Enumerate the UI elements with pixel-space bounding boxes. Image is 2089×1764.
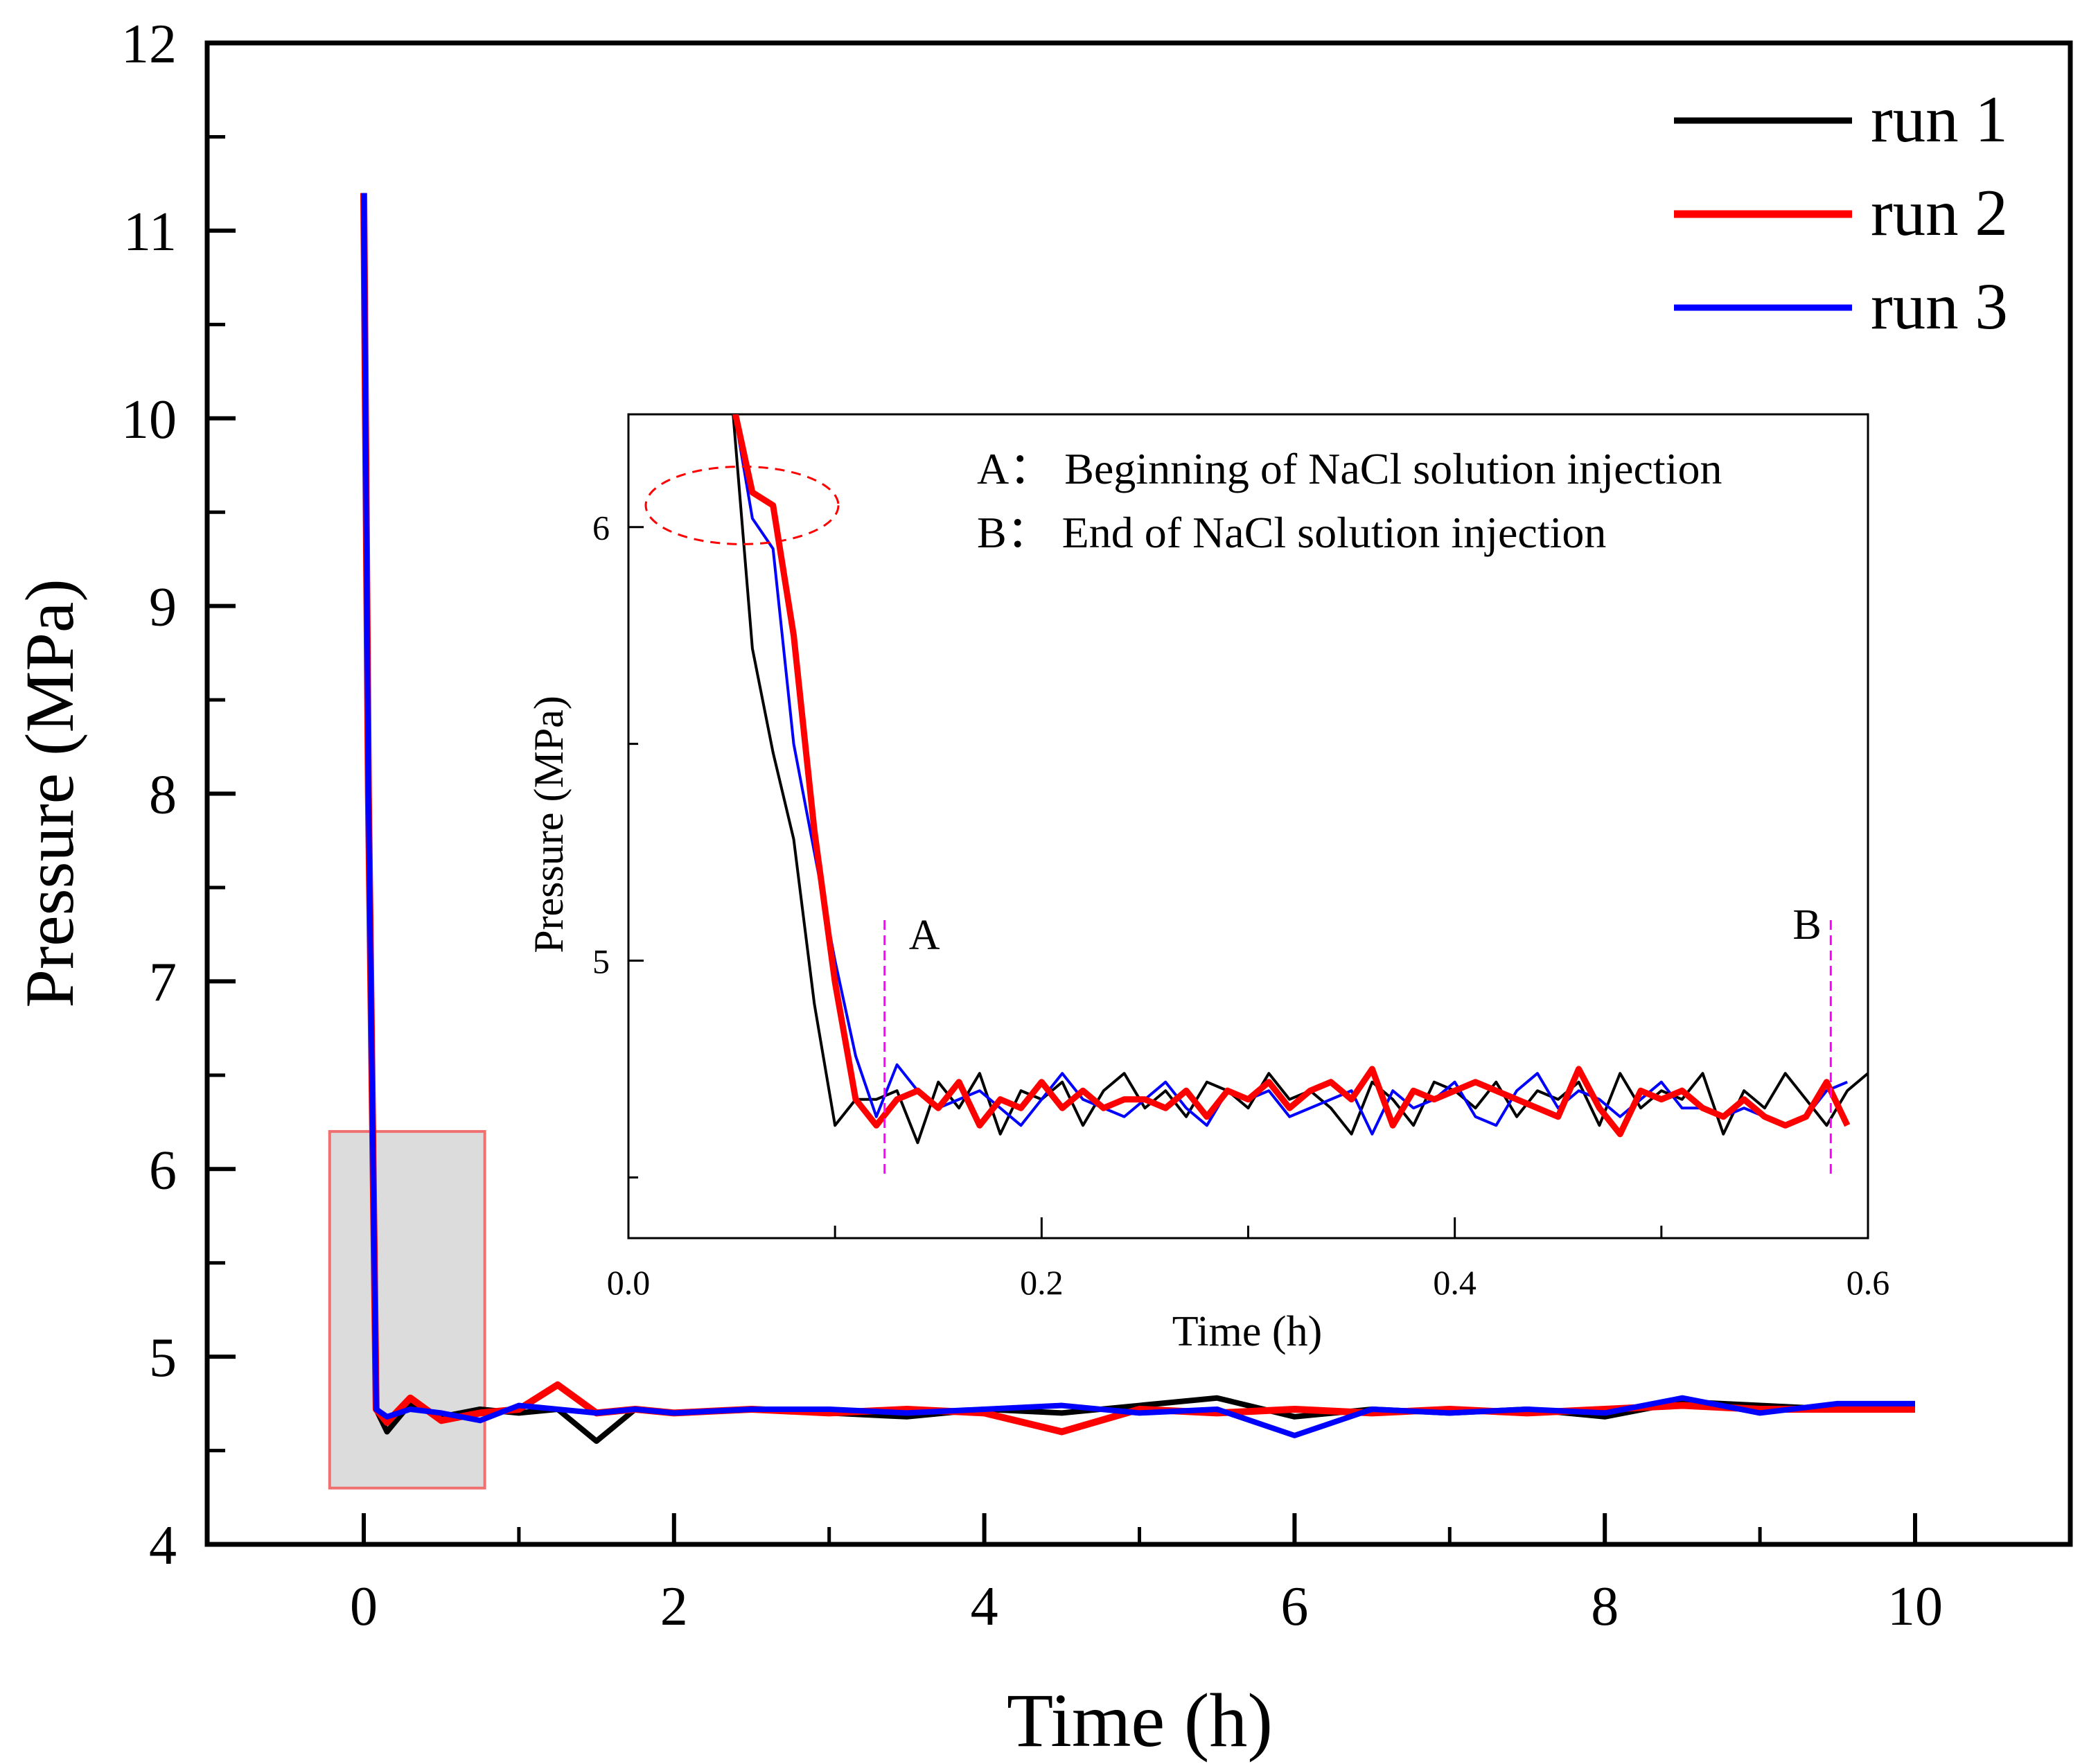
- legend-label-run3: run 3: [1871, 270, 2008, 343]
- inset-x-axis-title: Time (h): [1172, 1308, 1322, 1355]
- inset-x-tick-label: 0.4: [1433, 1263, 1477, 1302]
- inset-line-run1: [732, 414, 1868, 1145]
- main-y-axis-title: Pressure (MPa): [11, 579, 88, 1007]
- main-plot: 0 2 4 6 8 10 4 5 6 7 8 9 10 11 12: [121, 14, 1943, 1637]
- inset-x-tick-label: 0.2: [1020, 1263, 1064, 1302]
- main-y-tick-label: 5: [149, 1328, 177, 1388]
- legend-label-run1: run 1: [1871, 82, 2008, 156]
- highlight-ellipse: [644, 465, 840, 545]
- marker-label-B: B: [1792, 901, 1821, 949]
- main-y-tick-label: 6: [149, 1140, 177, 1201]
- inset-y-tick-label: 5: [592, 942, 610, 980]
- marker-label-A: A: [909, 912, 940, 959]
- legend-label-run2: run 2: [1871, 176, 2008, 249]
- inset-plot: A B 0.0 0.2 0.4 0.6 5 6: [592, 414, 1890, 1302]
- inset-y-tick-label: 6: [592, 509, 610, 547]
- main-y-tick-label: 4: [149, 1515, 177, 1576]
- zoom-region-box: [328, 1130, 486, 1490]
- main-y-tick-label: 7: [149, 952, 177, 1013]
- main-x-tick-label: 8: [1591, 1576, 1619, 1637]
- main-x-tick-label: 0: [350, 1576, 378, 1637]
- main-y-tick-label: 12: [121, 14, 177, 75]
- inset-x-tick-label: 0.0: [607, 1263, 651, 1302]
- inset-x-tick-label: 0.6: [1846, 1263, 1890, 1302]
- inset-annotation-b: B： End of NaCl solution injection: [977, 508, 1606, 557]
- inset-line-run2: [732, 414, 1851, 1138]
- main-y-tick-label: 8: [149, 765, 177, 826]
- main-x-axis-title: Time (h): [1007, 1678, 1273, 1763]
- main-x-tick-label: 2: [660, 1576, 688, 1637]
- inset-y-axis-title: Pressure (MPa): [526, 696, 572, 953]
- main-y-tick-label: 10: [121, 389, 177, 450]
- main-series: [360, 193, 1915, 1445]
- inset-annotation-a: A： Beginning of NaCl solution injection: [977, 444, 1722, 493]
- main-line-run3: [361, 193, 1915, 1438]
- main-x-tick-label: 10: [1887, 1576, 1943, 1637]
- legend: run 1 run 2 run 3: [1674, 82, 2008, 343]
- main-x-tick-label: 4: [971, 1576, 998, 1637]
- inset-series: [732, 414, 1868, 1145]
- main-y-tick-label: 11: [123, 202, 177, 263]
- main-y-tick-label: 9: [149, 577, 177, 638]
- main-x-tick-label: 6: [1280, 1576, 1308, 1637]
- main-frame: [204, 40, 2073, 1547]
